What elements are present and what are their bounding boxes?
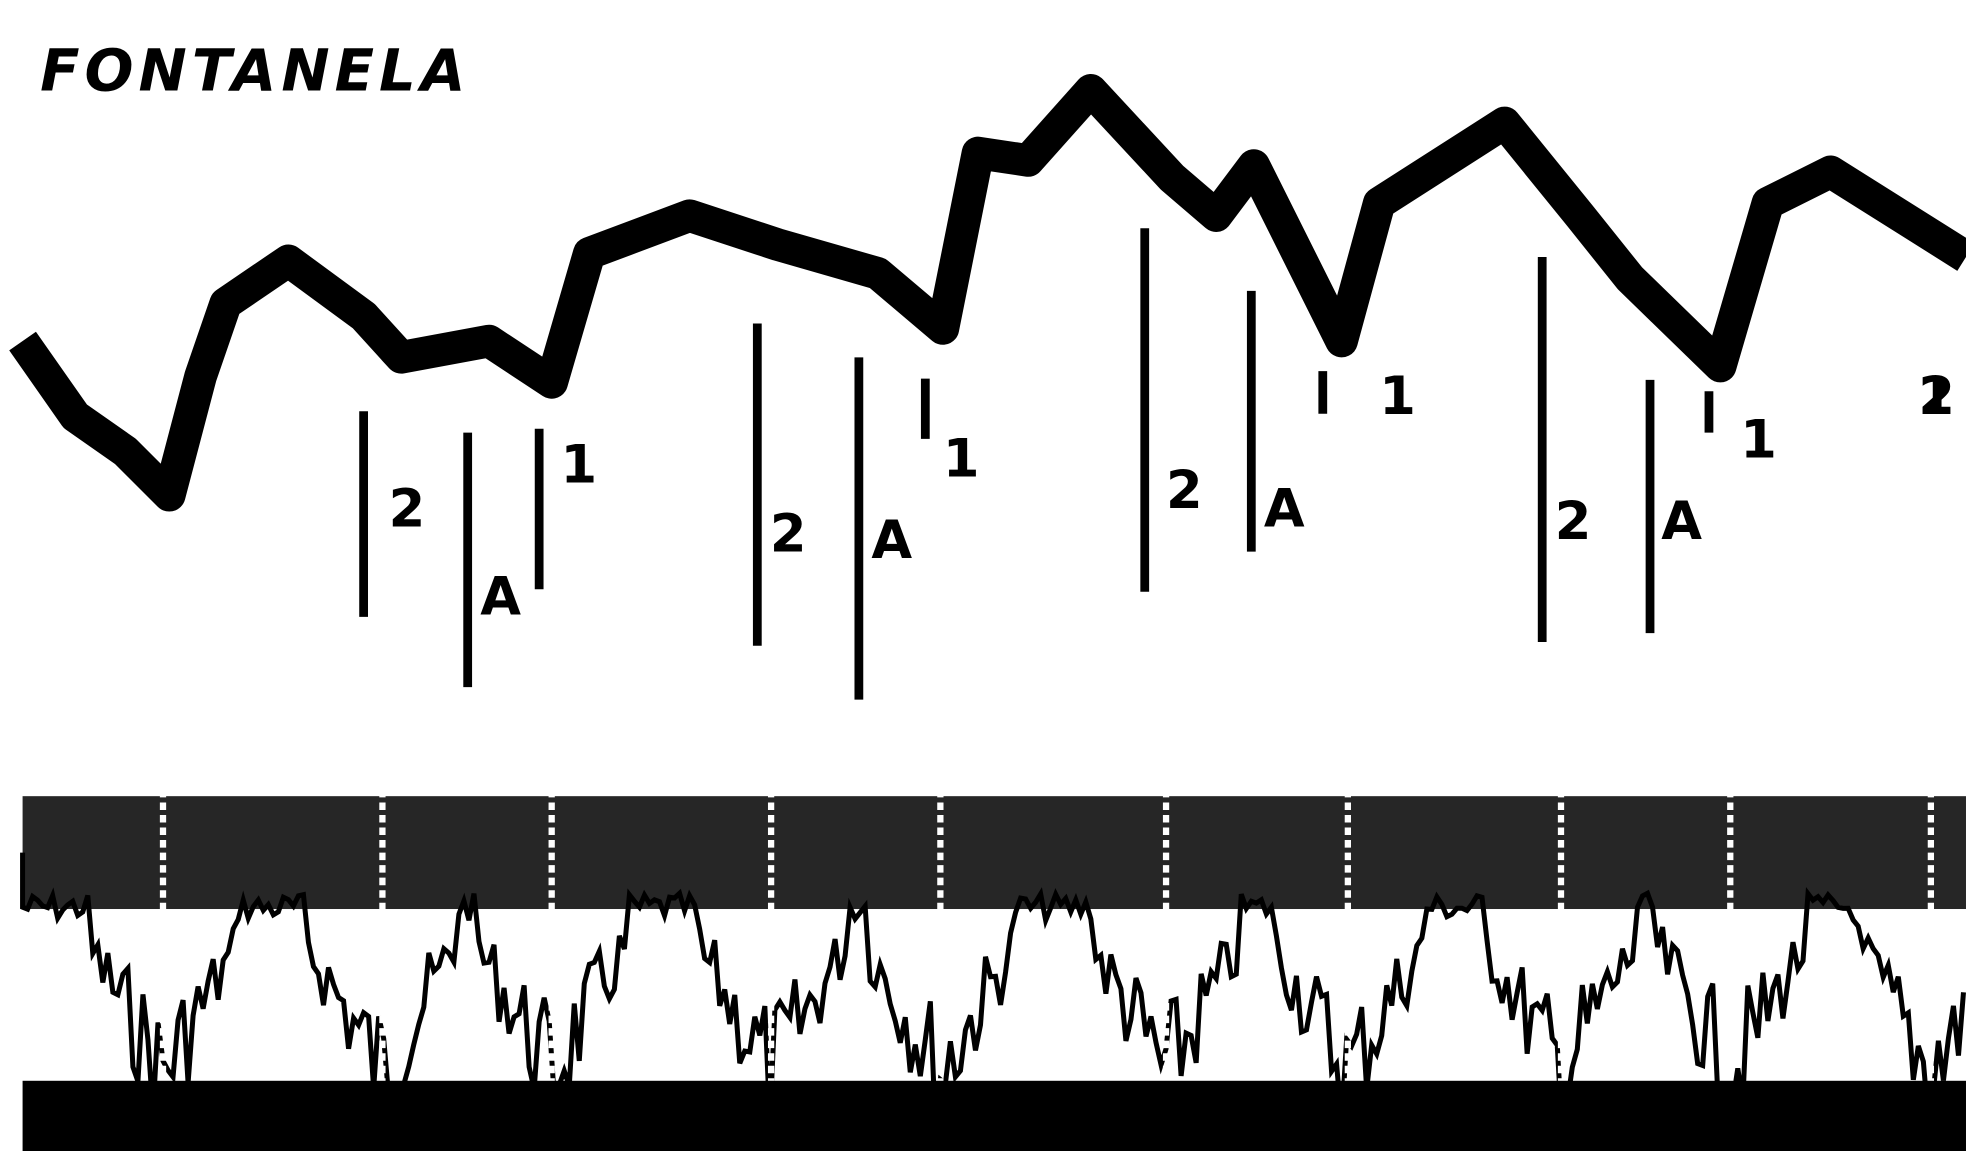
marker-label: A	[1264, 479, 1305, 540]
marker-label: 1	[560, 435, 597, 496]
marker-label: 1	[1740, 410, 1777, 471]
phono-core	[23, 796, 1966, 909]
marker-label: 2	[389, 479, 426, 540]
baseline-band	[23, 1081, 1966, 1151]
marker-label: 2	[1166, 460, 1203, 521]
marker-label: 2	[770, 504, 807, 565]
marker-label: A	[1661, 491, 1702, 552]
marker-label: 2	[1555, 491, 1592, 552]
marker-label: A	[480, 566, 521, 627]
marker-label: 2	[1918, 366, 1955, 427]
recording-figure: FONTANELA 2A12A12A12A12	[0, 0, 1966, 1151]
marker-label: 1	[1379, 366, 1416, 427]
figure-title: FONTANELA	[40, 36, 470, 104]
marker-label: A	[871, 510, 912, 571]
marker-label: 1	[943, 428, 980, 489]
page: {"title": "FONTANELA", "markers": ["2", …	[0, 0, 1966, 1151]
